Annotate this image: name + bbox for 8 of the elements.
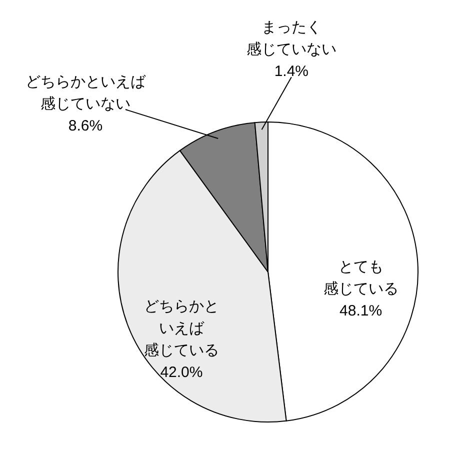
slice-label: どちらかといえば感じている	[144, 298, 219, 360]
slice-label: とても感じている	[323, 258, 398, 298]
data-label: 48.1%	[340, 302, 382, 320]
data-label: 1.4%	[274, 63, 309, 80]
slice-label: まったく感じていない	[246, 19, 336, 58]
slice-label: どちらかといえば感じていない	[25, 74, 146, 112]
data-label: 8.6%	[68, 118, 103, 134]
data-label: 42.0%	[160, 364, 203, 382]
